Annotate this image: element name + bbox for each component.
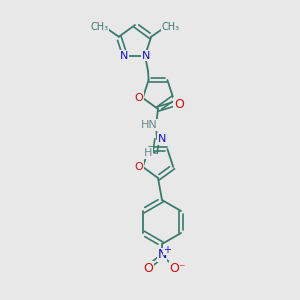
Text: O: O — [174, 98, 184, 110]
Text: CH₃: CH₃ — [161, 22, 179, 32]
Text: O⁻: O⁻ — [170, 262, 186, 275]
Text: O: O — [134, 93, 143, 103]
Text: HN: HN — [141, 120, 158, 130]
Text: H: H — [144, 148, 152, 158]
Text: O: O — [143, 262, 153, 275]
Text: N: N — [158, 134, 166, 144]
Text: CH₃: CH₃ — [91, 22, 109, 32]
Text: N: N — [142, 51, 150, 61]
Text: O: O — [134, 162, 143, 172]
Text: +: + — [163, 245, 171, 255]
Text: N: N — [157, 248, 167, 262]
Text: N: N — [120, 51, 128, 61]
